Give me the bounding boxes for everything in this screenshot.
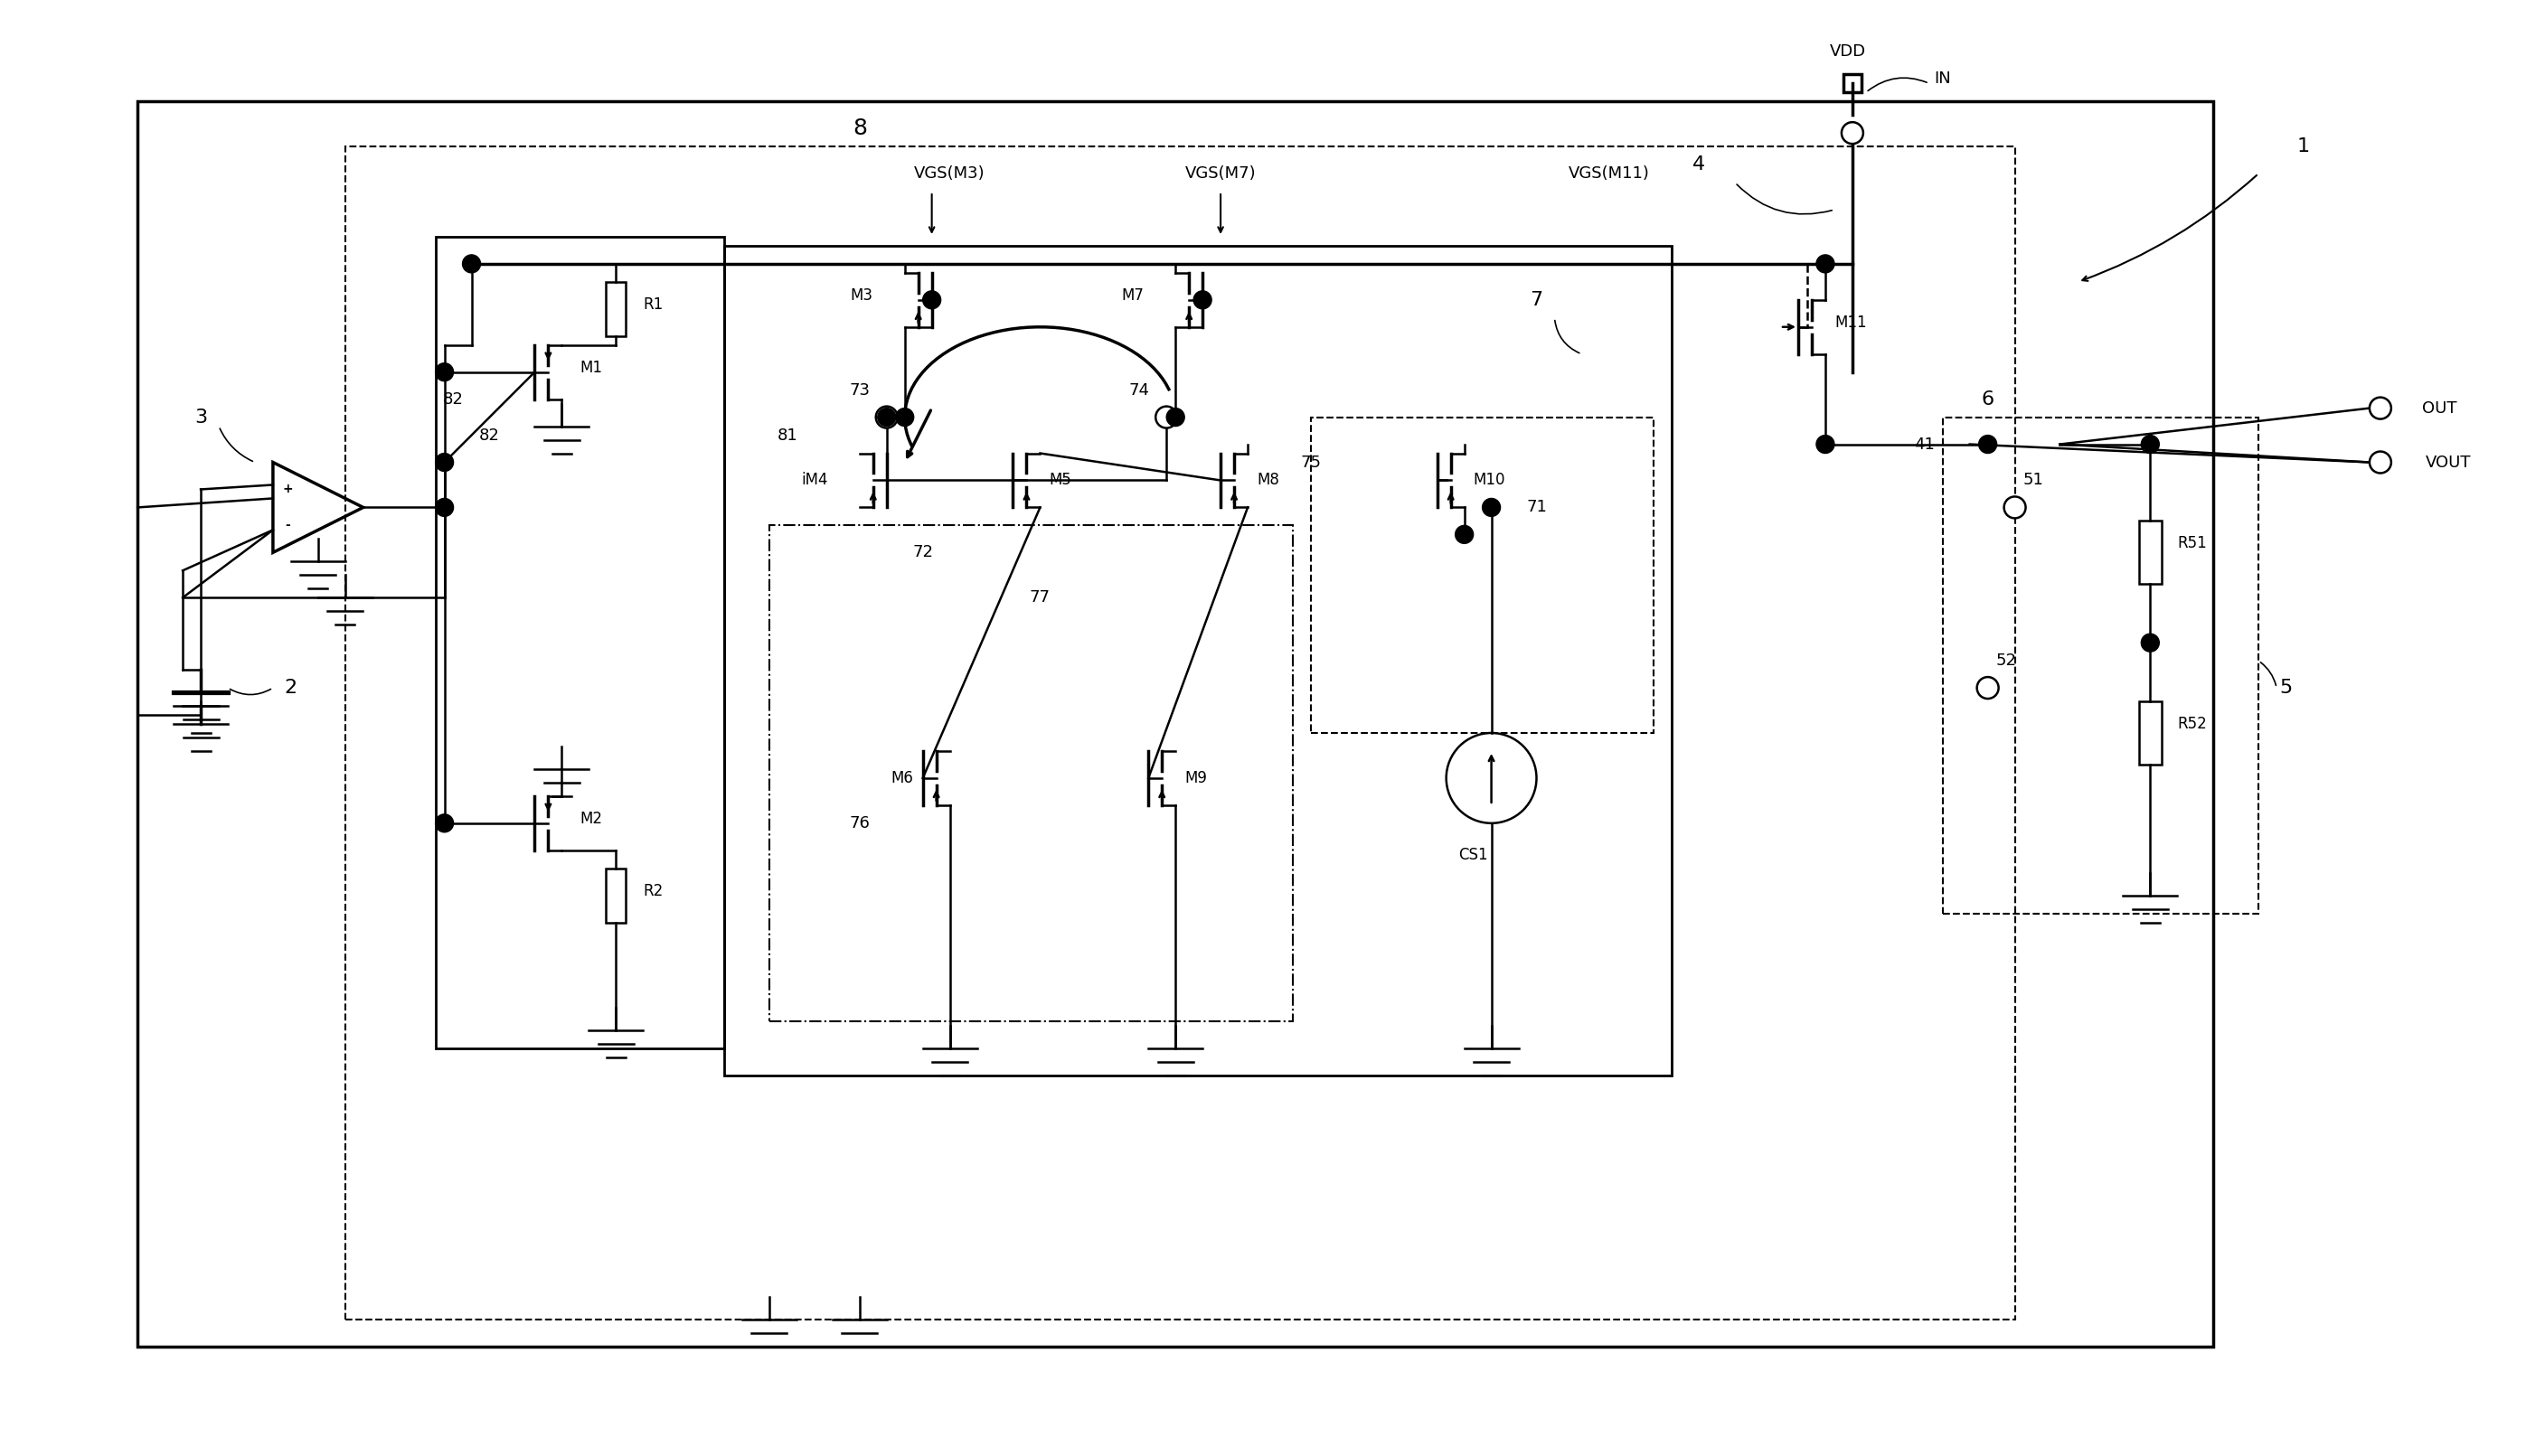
- Text: 75: 75: [1300, 454, 1321, 470]
- Text: M10: M10: [1474, 472, 1507, 488]
- Text: 76: 76: [850, 815, 870, 831]
- Text: 3: 3: [193, 408, 206, 427]
- Text: IN: IN: [1934, 71, 1952, 87]
- Circle shape: [435, 453, 453, 472]
- Circle shape: [1456, 526, 1474, 543]
- Text: 82: 82: [478, 427, 499, 444]
- Circle shape: [1155, 406, 1178, 428]
- Text: R52: R52: [2179, 716, 2207, 732]
- Circle shape: [1817, 255, 1835, 272]
- Text: 72: 72: [911, 545, 934, 561]
- Text: R1: R1: [644, 296, 664, 313]
- Text: 82: 82: [443, 392, 463, 408]
- Text: M9: M9: [1183, 770, 1206, 786]
- Circle shape: [1817, 435, 1835, 453]
- Text: M11: M11: [1835, 314, 1865, 331]
- Circle shape: [435, 814, 453, 833]
- Text: 81: 81: [776, 427, 797, 444]
- Bar: [769, 526, 1293, 1022]
- Text: iM4: iM4: [802, 472, 827, 488]
- Text: M8: M8: [1257, 472, 1280, 488]
- Bar: [1311, 418, 1654, 732]
- Circle shape: [2003, 496, 2026, 518]
- Text: 5: 5: [2280, 678, 2293, 697]
- Text: VGS(M7): VGS(M7): [1186, 166, 1257, 182]
- Text: 2: 2: [285, 678, 298, 697]
- Text: 73: 73: [850, 381, 870, 399]
- Text: 51: 51: [2023, 472, 2044, 488]
- Text: -: -: [285, 520, 290, 531]
- Bar: [137, 102, 2214, 1347]
- Circle shape: [435, 363, 453, 381]
- Bar: [1942, 418, 2257, 913]
- Bar: [606, 868, 626, 923]
- Text: M3: M3: [850, 287, 873, 303]
- Text: 77: 77: [1031, 590, 1051, 606]
- Circle shape: [2140, 633, 2158, 652]
- Circle shape: [2140, 435, 2158, 453]
- Circle shape: [875, 406, 898, 428]
- Text: 71: 71: [1527, 499, 1547, 515]
- Bar: [2138, 521, 2161, 584]
- Circle shape: [1166, 408, 1183, 427]
- Bar: [2138, 702, 2161, 764]
- Circle shape: [878, 408, 896, 427]
- Bar: [725, 246, 1672, 1076]
- Text: M2: M2: [580, 811, 603, 827]
- Bar: [346, 147, 2016, 1319]
- Circle shape: [463, 255, 481, 272]
- Text: 41: 41: [1914, 437, 1934, 453]
- Text: M7: M7: [1122, 287, 1143, 303]
- Text: 6: 6: [1983, 390, 1995, 408]
- Bar: [606, 282, 626, 336]
- Bar: [1843, 74, 1860, 92]
- Circle shape: [1194, 291, 1211, 309]
- Circle shape: [1977, 677, 1998, 699]
- Text: 7: 7: [1530, 291, 1542, 309]
- Text: 52: 52: [1995, 652, 2016, 668]
- Circle shape: [1843, 122, 1863, 144]
- Circle shape: [1977, 435, 1998, 453]
- Circle shape: [435, 498, 453, 517]
- Circle shape: [2369, 397, 2392, 419]
- Circle shape: [1481, 498, 1502, 517]
- Text: VGS(M11): VGS(M11): [1568, 166, 1649, 182]
- Text: 8: 8: [853, 118, 868, 140]
- Text: VDD: VDD: [1830, 44, 1865, 60]
- Text: CS1: CS1: [1458, 846, 1489, 863]
- Text: 1: 1: [2298, 137, 2311, 156]
- Text: R2: R2: [644, 882, 664, 898]
- Circle shape: [2369, 451, 2392, 473]
- Text: 4: 4: [1692, 156, 1705, 173]
- Text: +: +: [282, 483, 293, 495]
- Circle shape: [896, 408, 914, 427]
- Text: M5: M5: [1049, 472, 1071, 488]
- Text: VOUT: VOUT: [2425, 454, 2471, 470]
- Text: OUT: OUT: [2423, 400, 2456, 416]
- Bar: [435, 237, 725, 1048]
- Text: 74: 74: [1130, 381, 1150, 399]
- Circle shape: [924, 291, 942, 309]
- Text: R51: R51: [2179, 536, 2207, 552]
- Text: M1: M1: [580, 360, 603, 376]
- Text: VGS(M3): VGS(M3): [914, 166, 985, 182]
- Text: M6: M6: [891, 770, 914, 786]
